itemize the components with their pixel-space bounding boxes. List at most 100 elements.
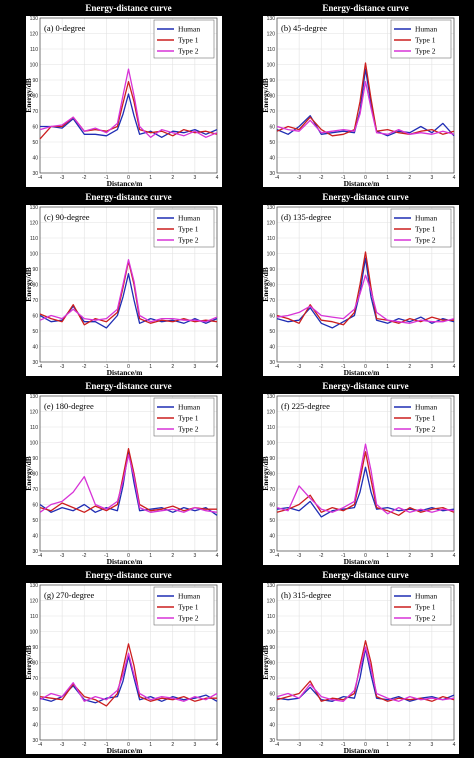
series-line-type-2 (276, 80, 455, 135)
y-tick-label: 60 (32, 502, 38, 508)
y-tick-label: 80 (32, 93, 38, 99)
legend-label: Human (178, 214, 200, 223)
y-tick-label: 40 (269, 722, 275, 728)
y-tick-label: 40 (269, 344, 275, 350)
x-tick-label: -2 (82, 742, 87, 748)
legend-label: Type 1 (178, 603, 199, 612)
panel-annotation: (d) 135-degree (281, 212, 331, 222)
y-tick-label: 120 (267, 220, 276, 226)
x-tick-label: 4 (216, 553, 219, 559)
series-line-type-1 (276, 62, 455, 137)
legend: Human Type 1 Type 2 (390, 586, 452, 626)
x-tick-label: 4 (453, 175, 456, 181)
x-tick-label: 3 (193, 175, 196, 181)
x-tick-label: -4 (275, 175, 280, 181)
y-tick-label: 50 (32, 518, 38, 524)
x-tick-label: -2 (82, 175, 87, 181)
y-tick-label: 30 (32, 738, 38, 744)
x-tick-label: 2 (171, 175, 174, 181)
x-tick-label: -3 (297, 553, 302, 559)
x-axis-label: Distance/m (344, 179, 381, 188)
series-line-type-2 (39, 454, 218, 513)
y-tick-label: 80 (269, 471, 275, 477)
legend: Human Type 1 Type 2 (153, 397, 215, 437)
series-line-type-1 (39, 643, 217, 707)
y-tick-label: 80 (32, 660, 38, 666)
x-tick-label: 2 (171, 742, 174, 748)
panel-annotation: (f) 225-degree (281, 401, 330, 411)
axes-frame (276, 17, 455, 174)
x-tick-label: -1 (341, 364, 346, 370)
x-tick-label: -3 (60, 175, 65, 181)
x-tick-label: -2 (82, 553, 87, 559)
legend-label: Human (178, 25, 200, 34)
legend-label: Human (415, 592, 437, 601)
x-tick-label: 3 (430, 364, 433, 370)
y-axis-label: Energy/dB (261, 645, 270, 680)
y-tick-label: 70 (269, 676, 275, 682)
y-tick-label: 30 (32, 171, 38, 177)
chart-panel-2: Energy-distance curve -4 -3 -2 -1 0 1 2 3 4 30 40 50… (261, 3, 459, 188)
legend-label: Type 1 (178, 225, 199, 234)
y-tick-label: 100 (30, 62, 39, 68)
axes-frame (39, 206, 218, 363)
series-line-type-2 (39, 68, 218, 138)
x-tick-label: -3 (297, 364, 302, 370)
y-tick-label: 110 (30, 614, 38, 620)
x-tick-label: -3 (60, 553, 65, 559)
x-tick-label: -3 (60, 742, 65, 748)
y-tick-label: 30 (269, 549, 275, 555)
x-tick-label: 1 (149, 553, 152, 559)
y-tick-label: 50 (269, 707, 275, 713)
y-tick-label: 60 (32, 124, 38, 130)
x-tick-label: -3 (297, 175, 302, 181)
series-line-type-1 (276, 251, 454, 326)
series-line-type-2 (276, 443, 455, 515)
chart-title: Energy-distance curve (322, 381, 408, 391)
y-tick-label: 80 (32, 471, 38, 477)
y-tick-label: 70 (32, 676, 38, 682)
x-tick-label: 1 (149, 742, 152, 748)
y-tick-label: 130 (30, 205, 39, 211)
y-tick-label: 100 (267, 629, 276, 635)
y-tick-label: 90 (32, 267, 38, 273)
x-tick-label: 2 (408, 553, 411, 559)
chart-title: Energy-distance curve (85, 570, 171, 580)
y-tick-label: 40 (32, 155, 38, 161)
y-tick-label: 40 (32, 722, 38, 728)
y-tick-label: 40 (32, 533, 38, 539)
y-axis-label: Energy/dB (24, 645, 33, 680)
x-tick-label: 1 (149, 364, 152, 370)
y-tick-label: 110 (267, 425, 275, 431)
x-tick-label: -1 (341, 742, 346, 748)
x-tick-label: 1 (386, 175, 389, 181)
x-tick-label: -1 (104, 553, 109, 559)
legend-label: Type 2 (178, 425, 199, 434)
x-tick-label: 2 (171, 364, 174, 370)
x-tick-label: 2 (408, 742, 411, 748)
y-tick-label: 130 (30, 394, 39, 400)
legend: Human Type 1 Type 2 (390, 19, 452, 59)
chart-panel-8: Energy-distance curve -4 -3 -2 -1 0 1 2 3 4 30 40 50… (261, 570, 459, 755)
y-tick-label: 70 (32, 109, 38, 115)
y-tick-label: 120 (267, 31, 276, 37)
legend-label: Human (178, 592, 200, 601)
y-tick-label: 40 (32, 344, 38, 350)
chart-title: Energy-distance curve (85, 192, 171, 202)
y-axis-label: Energy/dB (261, 267, 270, 302)
y-tick-label: 90 (269, 78, 275, 84)
x-tick-label: -3 (60, 364, 65, 370)
x-axis-label: Distance/m (107, 557, 144, 566)
legend: Human Type 1 Type 2 (390, 208, 452, 248)
series-line-type-2 (39, 259, 218, 323)
legend-label: Type 1 (178, 414, 199, 423)
x-tick-label: 4 (453, 742, 456, 748)
x-tick-label: 1 (386, 364, 389, 370)
series-line-human (39, 655, 218, 704)
series-line-human (276, 68, 455, 137)
y-tick-label: 70 (269, 109, 275, 115)
x-tick-label: -3 (297, 742, 302, 748)
x-tick-label: 3 (430, 175, 433, 181)
legend-label: Human (415, 25, 437, 34)
